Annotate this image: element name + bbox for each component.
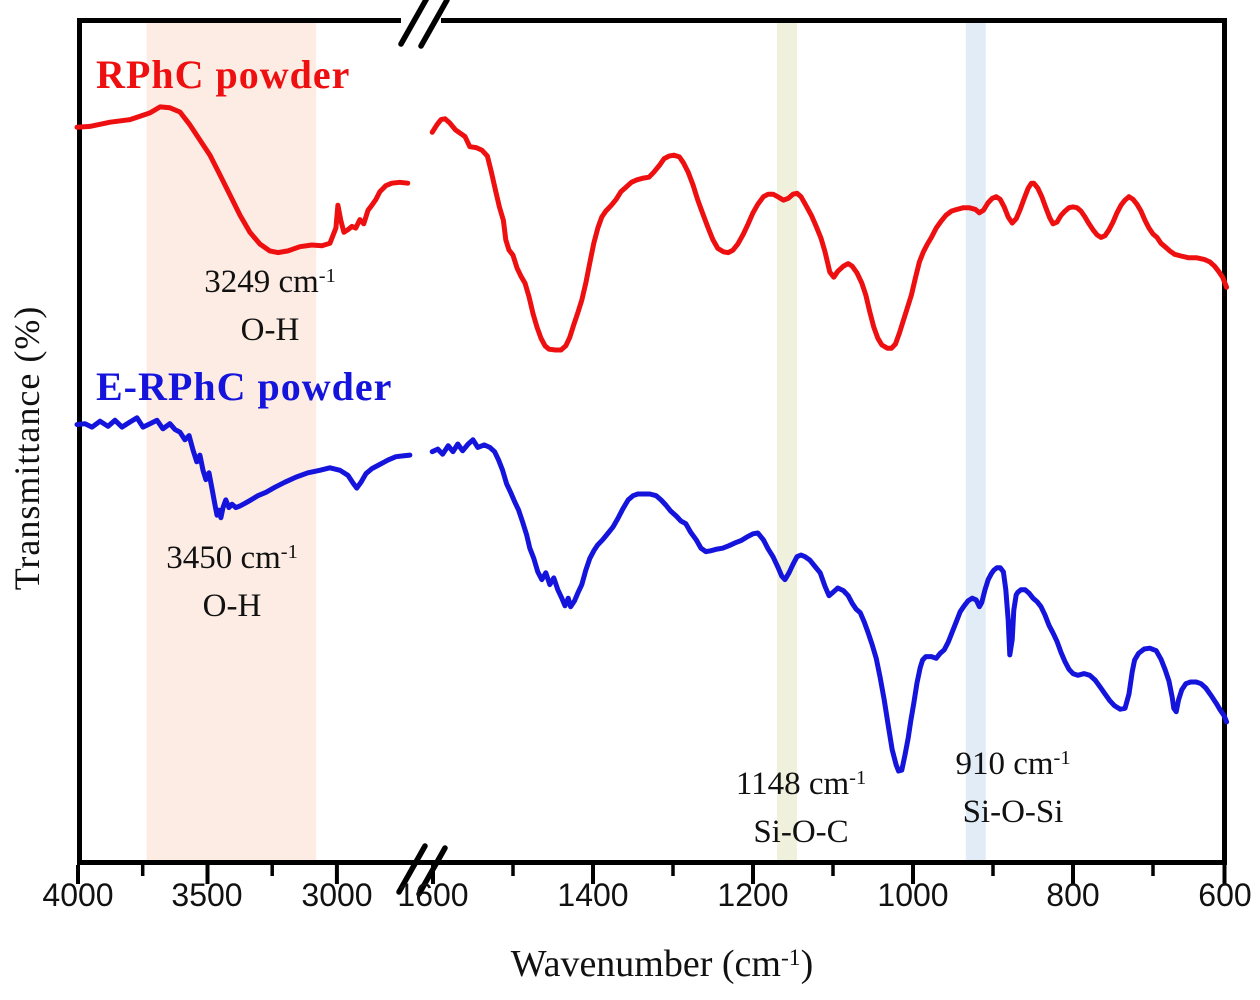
annotation-wavenumber: 1148 cm-1 <box>736 752 866 808</box>
x-axis-title: Wavenumber (cm-1) <box>511 942 814 986</box>
annotation-bond: Si-O-C <box>753 814 849 850</box>
annotation-wavenumber-text: 1148 cm <box>735 766 850 802</box>
annotation-wavenumber: 910 cm-1 <box>955 732 1070 788</box>
annotation-wavenumber-text: 3249 cm <box>204 264 319 300</box>
annotation-si-o-c-1148: 1148 cm-1 Si-O-C <box>736 752 866 856</box>
annotation-wavenumber: 3450 cm-1 <box>166 526 298 582</box>
axis-break-slash <box>398 0 430 47</box>
axis-break-slash <box>418 0 450 49</box>
curve-erphc <box>74 415 1230 774</box>
annotation-si-o-si-910: 910 cm-1 Si-O-Si <box>955 732 1070 836</box>
x-axis-title-text: Wavenumber (cm <box>510 943 781 985</box>
annotation-superscript: -1 <box>318 265 336 288</box>
annotation-bond: Si-O-Si <box>962 794 1064 830</box>
annotation-wavenumber-text: 3450 cm <box>166 540 281 576</box>
curve-rphc <box>74 104 1230 353</box>
axis-break-slash <box>416 845 448 897</box>
x-axis-title-close: ) <box>800 943 814 985</box>
annotation-superscript: -1 <box>849 767 867 790</box>
band-o-h-region <box>146 21 317 862</box>
band-si-o-si-band <box>965 21 986 862</box>
axis-break-slash <box>396 843 428 895</box>
x-axis-title-superscript: -1 <box>780 945 801 972</box>
series-label-erphc: E-RPhC powder <box>96 364 393 409</box>
plot-border <box>77 18 1227 865</box>
annotation-oh-3249: 3249 cm-1 O-H <box>204 250 336 354</box>
y-axis-title: Transmittance (%) <box>7 305 47 591</box>
annotation-bond: O-H <box>240 312 300 348</box>
annotation-wavenumber-text: 910 cm <box>955 746 1054 782</box>
annotation-oh-3450: 3450 cm-1 O-H <box>166 526 298 630</box>
series-label-rphc: RPhC powder <box>96 52 351 97</box>
annotation-bond: O-H <box>202 588 262 624</box>
band-si-o-c-band <box>777 21 797 862</box>
annotation-superscript: -1 <box>280 541 298 564</box>
annotation-wavenumber: 3249 cm-1 <box>204 250 336 306</box>
annotation-superscript: -1 <box>1053 747 1071 770</box>
